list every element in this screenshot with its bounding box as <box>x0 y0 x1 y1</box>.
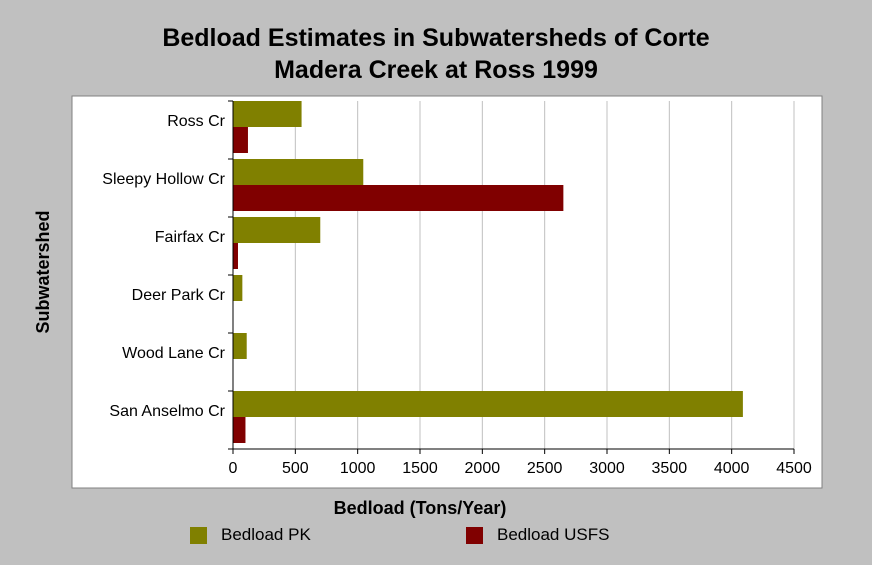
y-tick-label: Sleepy Hollow Cr <box>102 171 225 188</box>
x-tick-label: 2000 <box>465 460 501 477</box>
x-tick-label: 1000 <box>340 460 376 477</box>
x-tick-label: 4000 <box>714 460 750 477</box>
chart-title-line-2: Madera Creek at Ross 1999 <box>274 56 598 84</box>
axes: 0 500 1000 1500 2000 2500 3000 3500 4000 4500 Ross… <box>102 100 812 477</box>
legend-item-usfs: Bedload USFS <box>466 524 609 546</box>
bar <box>233 217 321 243</box>
bar <box>233 159 364 185</box>
bar <box>233 185 564 211</box>
bar <box>233 127 248 153</box>
x-tick-label: 4500 <box>776 460 812 477</box>
y-tick-label: Fairfax Cr <box>155 229 226 246</box>
x-tick-label: 3500 <box>652 460 688 477</box>
y-tick-label: Deer Park Cr <box>132 287 226 304</box>
legend-swatch-pk <box>190 526 207 544</box>
bar <box>233 333 247 359</box>
y-tick-label: San Anselmo Cr <box>109 403 225 420</box>
legend-label-pk: Bedload PK <box>221 525 311 544</box>
y-tick-label: Ross Cr <box>167 113 225 130</box>
legend-swatch-usfs <box>466 526 483 544</box>
x-tick-label: 0 <box>229 460 238 477</box>
legend-label-usfs: Bedload USFS <box>497 525 610 544</box>
bar <box>233 417 246 443</box>
x-axis-label: Bedload (Tons/Year) <box>334 498 507 518</box>
y-axis-label: Subwatershed <box>33 210 53 333</box>
bar <box>233 101 302 127</box>
bars <box>233 101 743 443</box>
plot-panel <box>71 95 823 489</box>
x-tick-label: 500 <box>282 460 309 477</box>
chart-title: Bedload Estimates in Subwatersheds of Co… <box>0 22 872 86</box>
chart-title-line-1: Bedload Estimates in Subwatersheds of Co… <box>162 24 710 52</box>
y-tick-label: Wood Lane Cr <box>122 345 226 362</box>
bar <box>233 243 238 269</box>
legend-item-pk: Bedload PK <box>190 524 311 546</box>
bar <box>233 275 243 301</box>
x-tick-label: 1500 <box>402 460 438 477</box>
x-tick-label: 2500 <box>527 460 563 477</box>
bar <box>233 391 743 417</box>
x-tick-label: 3000 <box>589 460 625 477</box>
